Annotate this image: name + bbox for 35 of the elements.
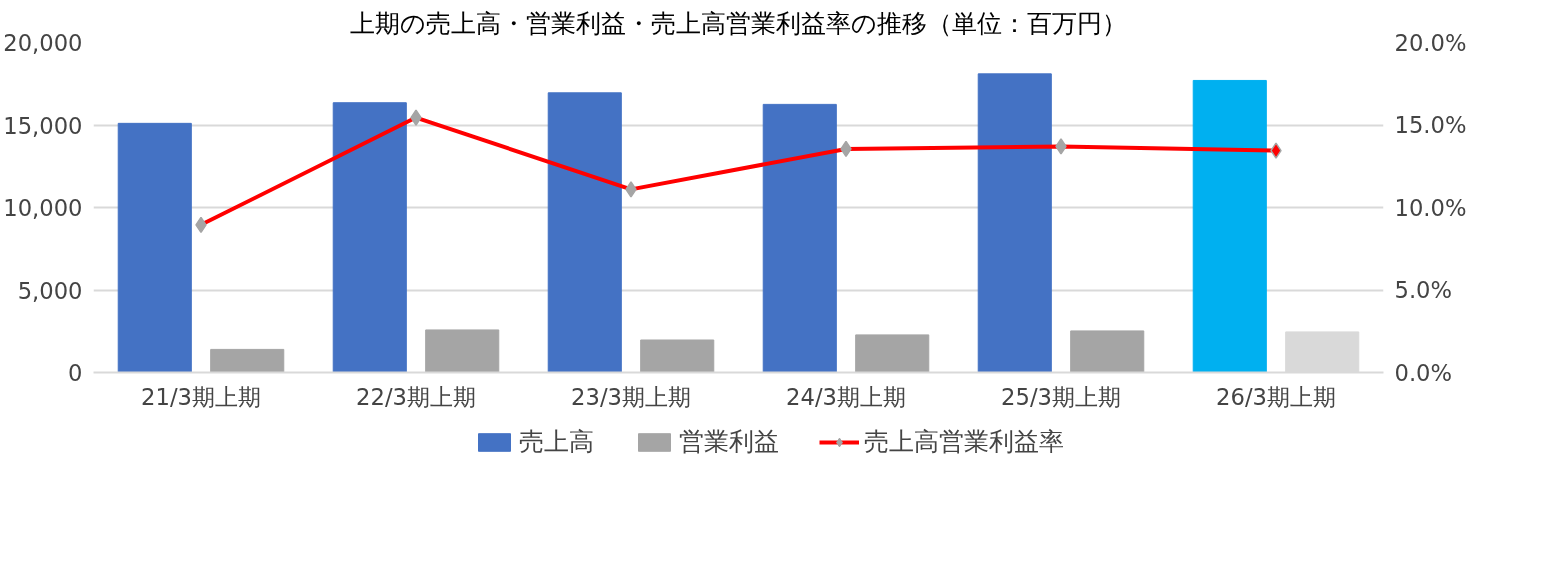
x-tick-label: 21/3期上期 <box>141 383 261 410</box>
point <box>1055 138 1067 155</box>
x-tick-label: 22/3期上期 <box>356 383 476 410</box>
bar <box>425 329 500 373</box>
x-tick-label: 23/3期上期 <box>571 383 691 410</box>
bar <box>1192 79 1267 373</box>
bar <box>977 73 1052 373</box>
y-tick-label: 15,000 <box>3 112 83 139</box>
point <box>410 109 422 126</box>
point <box>625 181 637 198</box>
bar <box>332 102 407 373</box>
x-tick-label: 24/3期上期 <box>786 383 906 410</box>
y2-tick-label: 15.0% <box>1394 112 1467 138</box>
legend-label: 売上高営業利益率 <box>863 425 1064 458</box>
y2-tick-label: 5.0% <box>1394 277 1453 303</box>
bar <box>547 92 622 373</box>
y-tick-label: 20,000 <box>3 30 83 56</box>
legend-label: 営業利益 <box>678 425 779 458</box>
x-tick-label: 25/3期上期 <box>1001 383 1121 410</box>
legend-label: 売上高 <box>518 425 594 458</box>
chart-title: 上期の売上高・営業利益・売上高営業利益率の推移（単位：百万円） <box>350 7 1127 38</box>
bar <box>210 348 285 373</box>
y-tick-label: 10,000 <box>3 195 83 221</box>
bar <box>855 334 930 373</box>
bar <box>117 122 192 373</box>
point <box>1270 142 1282 159</box>
y2-tick-label: 0.0% <box>1394 359 1453 386</box>
y-tick-label: 0 <box>68 360 83 386</box>
bar <box>640 339 715 373</box>
x-tick-label: 26/3期上期 <box>1216 383 1336 410</box>
bar <box>1070 330 1145 373</box>
y2-tick-label: 20.0% <box>1394 29 1467 56</box>
y2-tick-label: 10.0% <box>1394 194 1467 221</box>
bar <box>762 103 837 373</box>
y-tick-label: 5,000 <box>17 277 83 304</box>
